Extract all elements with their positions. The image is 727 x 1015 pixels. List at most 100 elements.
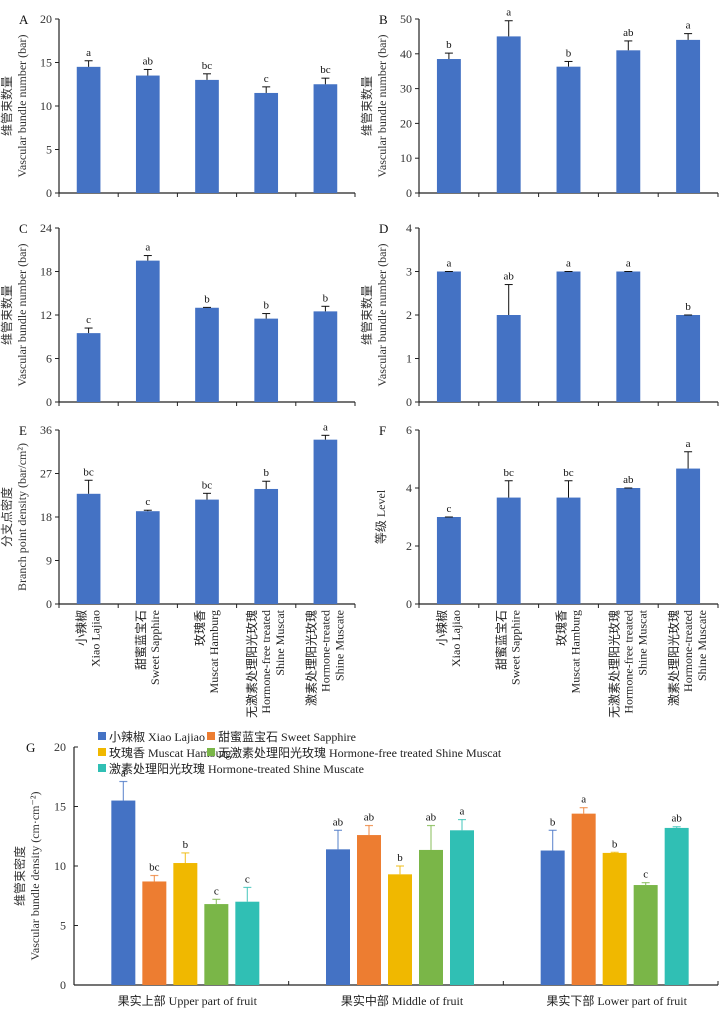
y-axis-label: 维管束密度 Vascular bundle density (cm·cm⁻²) [12,792,42,961]
y-tick-label: 27 [40,467,52,481]
significance-label: bc [202,479,213,491]
y-tick-label: 6 [46,352,52,366]
category-label-en: Sweet Sapphire [148,610,162,685]
significance-label: a [323,421,328,433]
category-label-cn: 小辣椒 [75,610,89,646]
significance-label: a [506,7,511,19]
category-label: 无激素处理阳光玫瑰 Hormone-free treated Shine Musca… [244,609,287,718]
significance-label: b [183,839,189,851]
significance-label: bc [320,64,331,76]
y-tick-label: 30 [400,82,412,96]
category-label-en: Xiao Lajiao [89,610,103,667]
bar [173,863,198,985]
category-label-cn: 玫瑰香 [554,610,569,646]
bar [676,315,701,402]
legend-swatch [207,732,215,740]
y-tick-label: 2 [406,308,412,322]
significance-label: b [566,47,572,59]
legend-swatch [207,748,215,756]
bar [436,59,461,193]
bar [450,830,474,985]
category-label: 甜蜜蓝宝石 Sweet Sapphire [133,610,162,685]
bar [254,92,279,193]
significance-label: ab [364,812,375,824]
panel-letter: C [19,221,28,236]
significance-label: b [612,838,618,850]
significance-label: c [214,885,219,897]
y-axis-label: 维管束数量 Vascular bundle number (bar) [0,244,29,387]
panel-f: F 0 2 4 6 等级 Level c bc bc ab a 小辣椒 Xiao Lajiao 甜蜜蓝宝石… [374,423,719,718]
y-tick-label: 15 [54,800,66,814]
y-axis-label-en: Branch point density (bar/cm²) [15,443,29,591]
significance-label: bc [202,60,213,72]
y-axis-label-cn: 维管束数量 [359,76,374,136]
category-label: 果实下部 Lower part of fruit [546,993,687,1008]
bar [556,271,581,402]
significance-label: ab [671,813,682,825]
significance-label: ab [143,55,154,67]
bar [676,39,701,193]
y-tick-label: 0 [46,597,52,611]
category-label: 小辣椒 Xiao Lajiao [435,610,463,667]
y-axis-label-en: Vascular bundle number (bar) [375,35,389,178]
category-label: 激素处理阳光玫瑰 Hormone-treated Shine Muscate [303,610,346,706]
bar [204,904,229,985]
significance-label: a [566,258,571,270]
significance-label: c [446,503,451,515]
significance-label: bc [83,466,94,478]
significance-label: c [643,869,648,881]
significance-label: a [686,438,691,450]
category-label: 激素处理阳光玫瑰 Hormone-treated Shine Muscate [666,610,709,706]
significance-label: c [86,314,91,326]
panel-d: D 0 1 2 3 4 维管束数量 Vascular bundle number (bar) a… [359,221,719,409]
significance-label: c [145,496,150,508]
significance-label: a [686,20,691,32]
y-axis-label: 等级 Level [374,489,388,544]
panel-c: C 0 6 12 18 24 维管束数量 Vascular bundle number (ba… [0,221,356,409]
panel-letter: G [26,740,35,755]
y-tick-label: 24 [40,221,52,235]
y-tick-label: 4 [406,481,412,495]
y-axis-label-en: Vascular bundle number (bar) [375,244,389,387]
significance-label: a [121,768,126,780]
significance-label: b [204,293,210,305]
y-tick-label: 10 [400,151,412,165]
y-tick-label: 4 [406,221,412,235]
y-tick-label: 0 [60,978,66,992]
significance-label: b [446,39,452,51]
category-label-cn: 无激素处理阳光玫瑰 [244,610,259,718]
y-tick-label: 6 [406,423,412,437]
y-axis-label-en: Vascular bundle number (bar) [15,244,29,387]
category-label-cn: 玫瑰香 [192,610,207,646]
category-label-cn: 激素处理阳光玫瑰 [303,610,318,706]
y-tick-label: 0 [46,186,52,200]
category-label-en: Hormone-treated [681,610,695,692]
bar [135,511,160,604]
y-axis-label: 维管束数量 Vascular bundle number (bar) [359,35,389,178]
bar [313,311,338,402]
legend-swatch [98,764,106,772]
bar [664,827,689,985]
bar [556,497,581,604]
y-tick-label: 12 [40,308,52,322]
significance-label: a [86,47,91,59]
y-tick-label: 1 [406,352,412,366]
panel-letter: A [19,12,29,27]
category-label-cn: 甜蜜蓝宝石 [133,610,148,670]
category-label-en: Shine Muscat [273,609,287,675]
legend-swatch [98,748,106,756]
y-axis-label: 维管束数量 Vascular bundle number (bar) [0,35,29,178]
bar [135,75,160,193]
y-axis-label-cn: 分支点密度 [0,487,14,547]
panel-g: G 0 5 10 15 20 维管束密度 Vascular bundle density (c… [12,729,719,1008]
significance-label: ab [426,812,437,824]
category-label: 果实上部 Upper part of fruit [118,993,258,1008]
bar [76,66,101,193]
y-tick-label: 0 [406,395,412,409]
panel-letter: D [379,221,388,236]
category-label-en: Shine Muscat [635,609,649,675]
bar [602,852,627,985]
significance-label: bc [563,467,574,479]
y-tick-label: 2 [406,539,412,553]
